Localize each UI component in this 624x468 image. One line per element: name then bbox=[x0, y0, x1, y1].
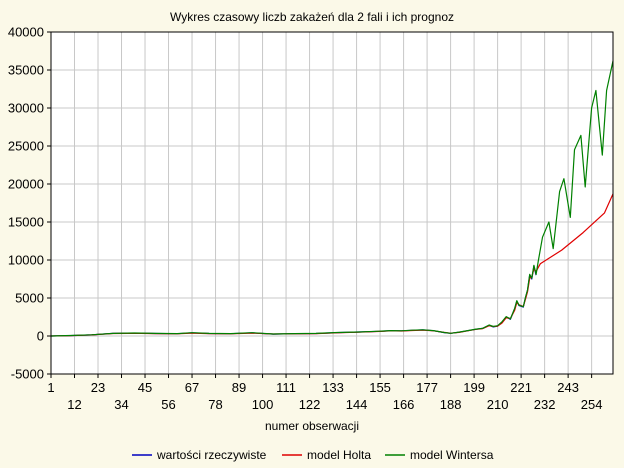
x-tick-label: 78 bbox=[208, 397, 222, 412]
x-tick-label: 45 bbox=[138, 380, 152, 395]
x-tick-label: 34 bbox=[114, 397, 128, 412]
series-line-model-wintersa bbox=[50, 60, 614, 337]
x-tick-label: 89 bbox=[232, 380, 246, 395]
x-axis-title: numer obserwacji bbox=[265, 419, 359, 433]
grid bbox=[50, 31, 613, 375]
y-tick-label: -5000 bbox=[11, 367, 44, 382]
chart-title: Wykres czasowy liczb zakażeń dla 2 fali … bbox=[170, 10, 454, 24]
x-tick-label: 144 bbox=[346, 397, 368, 412]
x-tick-label: 111 bbox=[276, 380, 296, 395]
plot-area bbox=[50, 31, 614, 375]
x-tick-label: 100 bbox=[252, 397, 274, 412]
x-tick-label: 199 bbox=[463, 380, 485, 395]
y-tick-label: 20000 bbox=[8, 177, 44, 192]
x-tick-label: 12 bbox=[67, 397, 81, 412]
legend-label: model Wintersa bbox=[410, 448, 494, 462]
x-tick-label: 166 bbox=[393, 397, 415, 412]
y-tick-label: 35000 bbox=[8, 63, 44, 78]
tick-marks bbox=[47, 31, 593, 378]
series-layer bbox=[50, 60, 614, 337]
legend: wartości rzeczywiste model Holta model Win… bbox=[132, 448, 494, 462]
y-tick-label: 15000 bbox=[8, 215, 44, 230]
x-tick-label: 1 bbox=[47, 380, 54, 395]
y-tick-label: 0 bbox=[37, 329, 44, 344]
x-tick-label: 67 bbox=[185, 380, 199, 395]
x-tick-label: 232 bbox=[534, 397, 556, 412]
x-tick-label: 177 bbox=[416, 380, 438, 395]
x-tick-label: 254 bbox=[581, 397, 603, 412]
x-tick-label: 210 bbox=[487, 397, 509, 412]
y-tick-label: 5000 bbox=[15, 291, 44, 306]
x-tick-label: 221 bbox=[510, 380, 532, 395]
legend-label: model Holta bbox=[307, 448, 371, 462]
x-tick-label: 155 bbox=[369, 380, 391, 395]
x-tick-label: 243 bbox=[557, 380, 579, 395]
plot-background bbox=[51, 32, 613, 374]
x-tick-label: 122 bbox=[299, 397, 321, 412]
y-tick-label: 40000 bbox=[8, 25, 44, 40]
y-tick-label: 30000 bbox=[8, 101, 44, 116]
y-tick-label: 10000 bbox=[8, 253, 44, 268]
legend-label: wartości rzeczywiste bbox=[156, 448, 267, 462]
y-tick-label: 25000 bbox=[8, 139, 44, 154]
x-tick-label: 133 bbox=[322, 380, 344, 395]
tick-labels: -5000 0 5000 10000 15000 20000 25000 30000 35000… bbox=[8, 25, 603, 413]
x-tick-label: 56 bbox=[161, 397, 175, 412]
x-tick-label: 188 bbox=[440, 397, 462, 412]
x-tick-label: 23 bbox=[91, 380, 105, 395]
